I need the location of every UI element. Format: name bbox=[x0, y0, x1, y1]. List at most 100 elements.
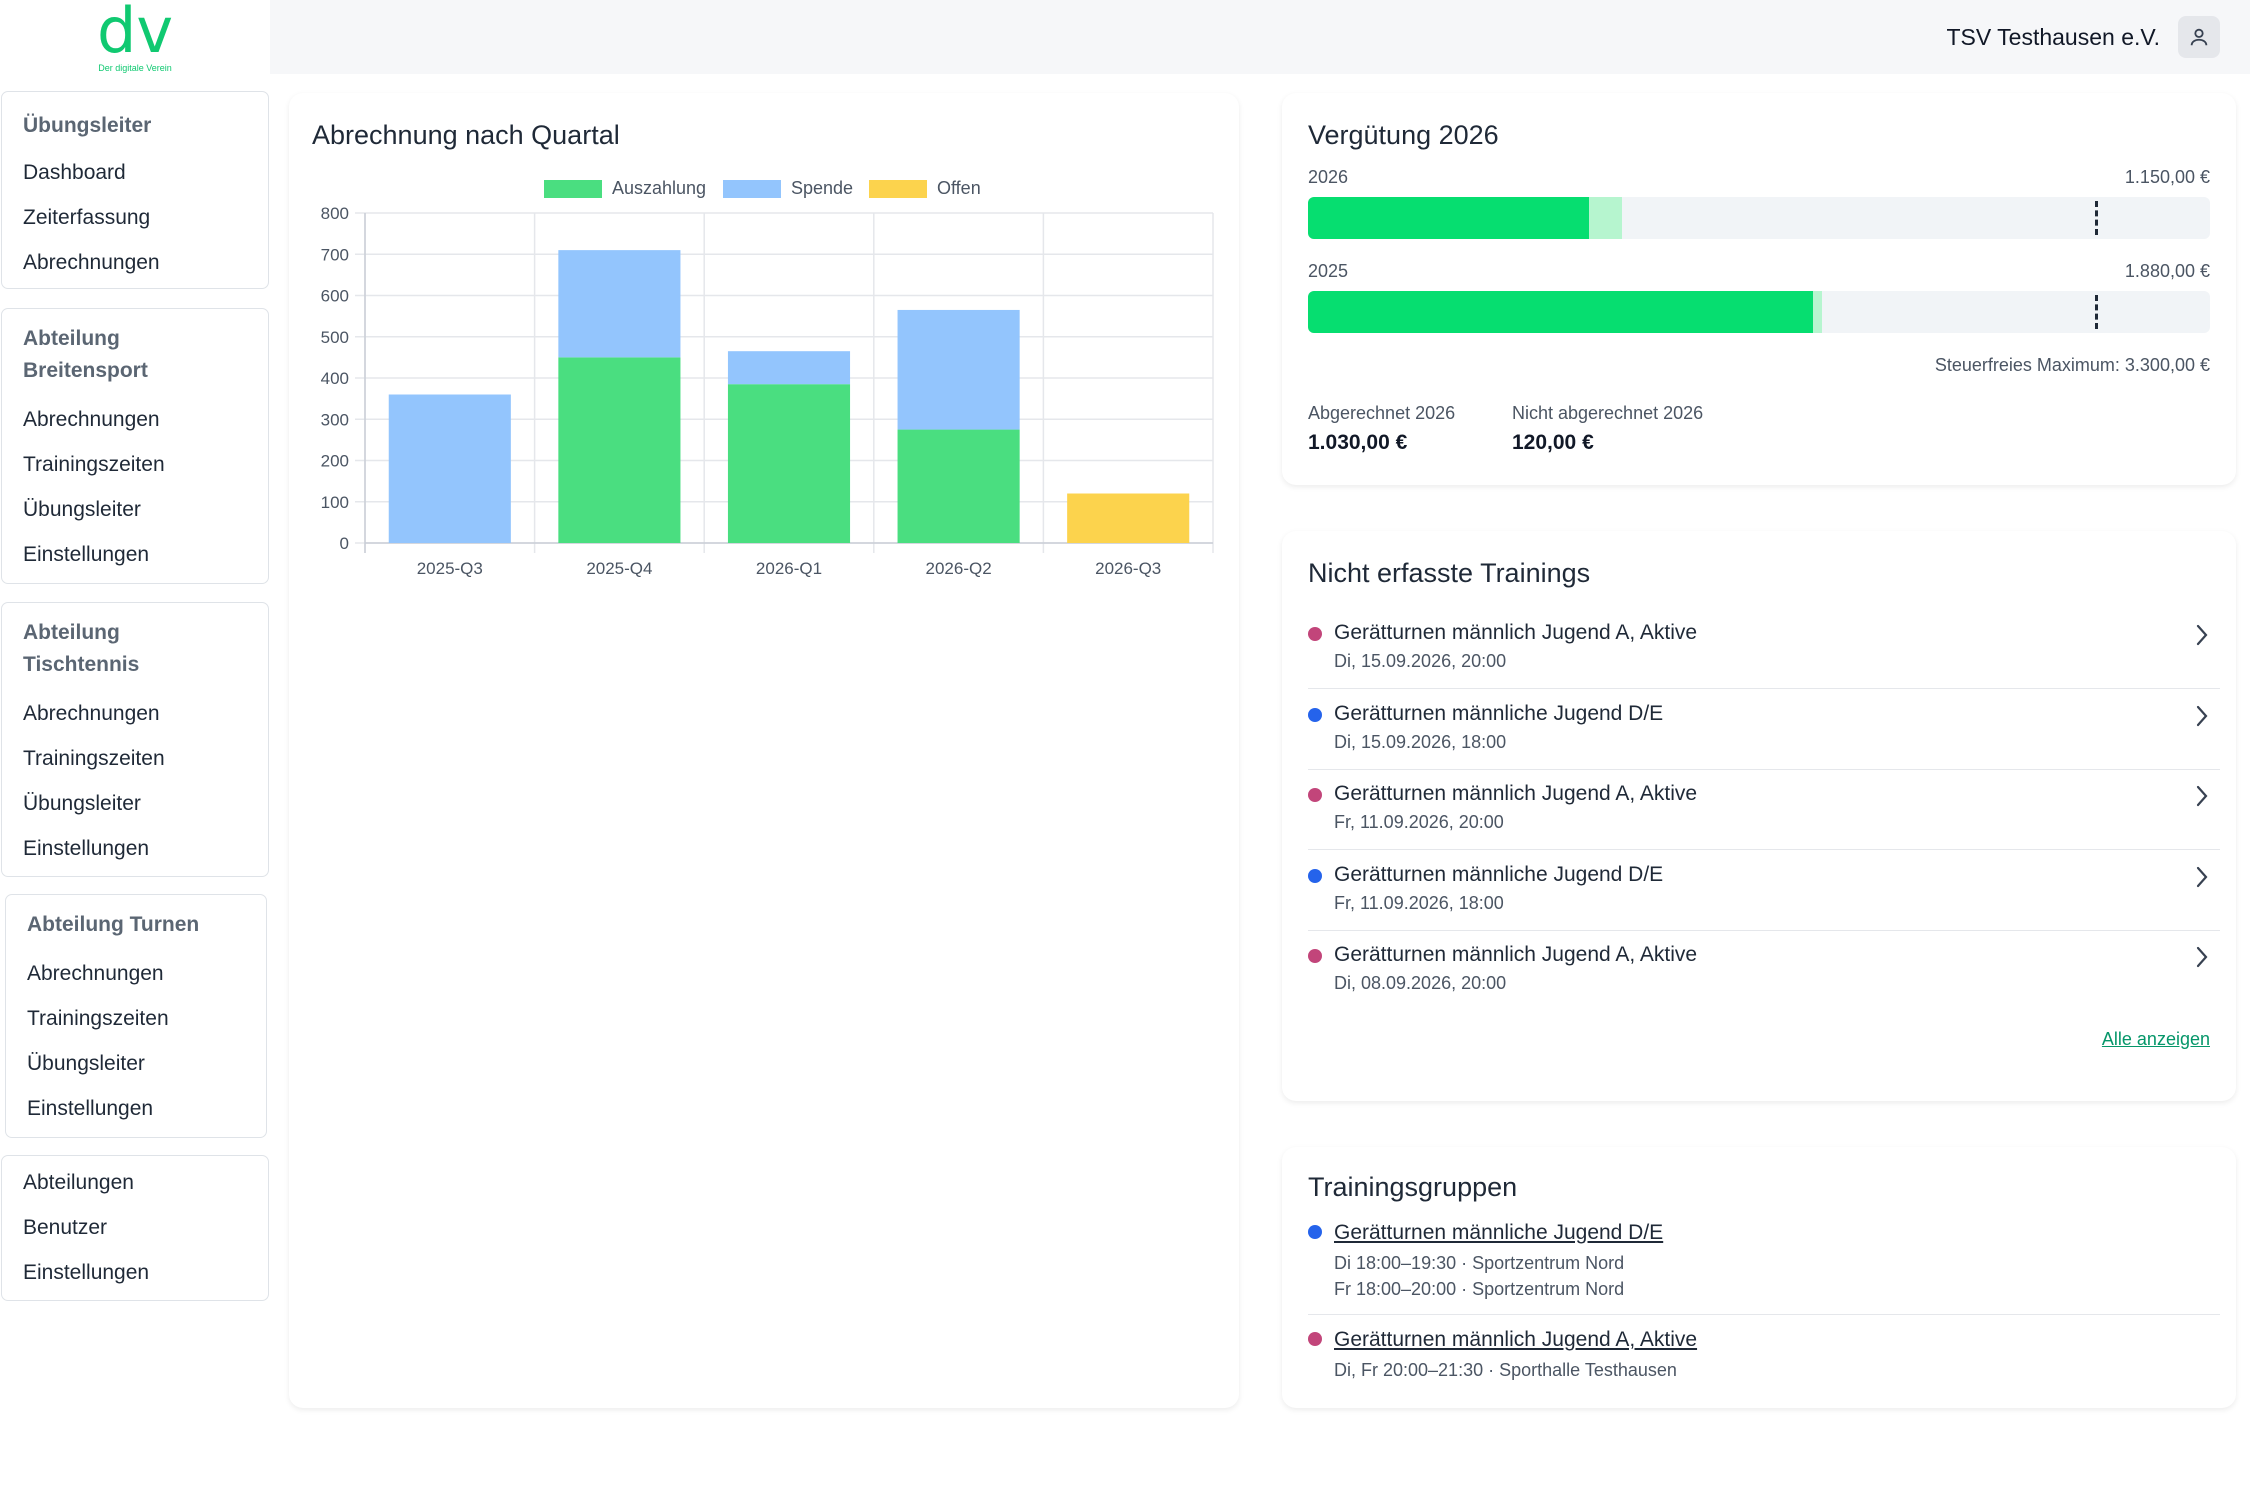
missing-training-item[interactable]: Gerätturnen männlich Jugend A, Aktive Di,… bbox=[1282, 933, 2236, 1013]
y-tick-label: 500 bbox=[321, 328, 349, 347]
legend-label: Spende bbox=[791, 178, 853, 198]
bar-year-label: 2026 bbox=[1308, 167, 1349, 187]
y-tick-label: 0 bbox=[340, 534, 349, 553]
sidebar-item-einstellungen[interactable]: Einstellungen bbox=[23, 543, 150, 566]
top-bar: TSV Testhausen e.V. bbox=[270, 0, 2250, 74]
sidebar-item-einstellungen[interactable]: Einstellungen bbox=[23, 1261, 150, 1284]
sidebar-item-zeiterfassung[interactable]: Zeiterfassung bbox=[23, 206, 151, 229]
y-tick-label: 800 bbox=[321, 204, 349, 223]
bar-fill-open bbox=[1589, 197, 1622, 239]
sidebar-item-abrechnungen[interactable]: Abrechnungen bbox=[27, 962, 164, 985]
user-icon bbox=[2190, 28, 2208, 46]
stat-value-nicht-abgerechnet: 120,00 € bbox=[1512, 431, 1594, 454]
y-tick-label: 600 bbox=[321, 287, 349, 306]
y-tick-label: 300 bbox=[321, 410, 349, 429]
missing-training-item[interactable]: Gerätturnen männlich Jugend A, Aktive Fr,… bbox=[1282, 772, 2236, 852]
training-time: Fr, 11.09.2026, 20:00 bbox=[1334, 812, 1504, 832]
training-groups-card: Trainingsgruppen Gerätturnen männliche J… bbox=[1282, 1147, 2236, 1408]
training-group-schedule: Fr 18:00–20:00 · Sportzentrum Nord bbox=[1334, 1279, 1625, 1299]
sidebar-item-abrechnungen[interactable]: Abrechnungen bbox=[23, 408, 160, 431]
divider bbox=[1308, 688, 2220, 689]
divider bbox=[1308, 1314, 2220, 1315]
sidebar-item-einstellungen[interactable]: Einstellungen bbox=[23, 837, 150, 860]
missing-training-item[interactable]: Gerätturnen männliche Jugend D/E Fr, 11.0… bbox=[1282, 853, 2236, 933]
training-time: Fr, 11.09.2026, 18:00 bbox=[1334, 892, 1504, 913]
legend-swatch bbox=[544, 180, 602, 198]
show-all-link[interactable]: Alle anzeigen bbox=[2101, 1029, 2210, 1049]
bar-fill-open bbox=[1813, 291, 1823, 333]
sidebar-item-uebungsleiter[interactable]: Übungsleiter bbox=[23, 792, 141, 815]
bar-year-label: 2025 bbox=[1308, 261, 1349, 281]
user-menu-button[interactable] bbox=[2178, 16, 2220, 58]
bar-segment bbox=[727, 384, 851, 543]
bar-amount: 1.150,00 € bbox=[2124, 167, 2210, 187]
legend-swatch bbox=[869, 180, 927, 198]
bar-fill-paid bbox=[1308, 291, 1814, 333]
training-group-link[interactable]: Gerätturnen männlich Jugend A, Aktive bbox=[1334, 1328, 1698, 1351]
missing-trainings-title: Nicht erfasste Trainings bbox=[1308, 558, 1591, 588]
chevron-right-icon bbox=[2196, 705, 2208, 726]
nav-group-turnen: Abteilung Turnen Abrechnungen Trainingsz… bbox=[5, 894, 267, 1138]
y-tick-label: 400 bbox=[321, 369, 349, 388]
progress-bar-2025 bbox=[1308, 291, 2210, 333]
logo-icon: dv bbox=[97, 0, 173, 62]
training-time: Di, 15.09.2026, 18:00 bbox=[1334, 731, 1507, 752]
nav-group-title: Übungsleiter bbox=[23, 114, 152, 137]
training-name: Gerätturnen männliche Jugend D/E bbox=[1334, 701, 1664, 725]
stat-value-abgerechnet: 1.030,00 € bbox=[1308, 431, 1408, 454]
nav-group-breitensport: Abteilung Breitensport Abrechnungen Trai… bbox=[1, 308, 269, 584]
group-color-dot bbox=[1308, 1225, 1322, 1239]
missing-training-item[interactable]: Gerätturnen männliche Jugend D/E Di, 15.0… bbox=[1282, 692, 2236, 772]
legend-label: Offen bbox=[937, 178, 981, 198]
sidebar-item-dashboard[interactable]: Dashboard bbox=[23, 161, 126, 184]
chevron-right-icon bbox=[2196, 785, 2208, 807]
training-name: Gerätturnen männlich Jugend A, Aktive bbox=[1334, 621, 1698, 644]
chevron-right-icon bbox=[2196, 946, 2208, 968]
sidebar-item-abrechnungen[interactable]: Abrechnungen bbox=[23, 702, 160, 725]
bar-segment bbox=[897, 309, 1020, 430]
x-tick-label: 2026-Q3 bbox=[1095, 559, 1161, 578]
bar-limit-marker bbox=[2094, 295, 2098, 329]
sidebar-item-abrechnungen[interactable]: Abrechnungen bbox=[23, 251, 160, 274]
sidebar-item-benutzer[interactable]: Benutzer bbox=[23, 1216, 108, 1239]
bar-segment bbox=[558, 250, 681, 358]
sidebar-item-uebungsleiter[interactable]: Übungsleiter bbox=[23, 498, 141, 521]
sidebar-item-einstellungen[interactable]: Einstellungen bbox=[27, 1097, 154, 1120]
legend-label: Auszahlung bbox=[612, 178, 706, 198]
verguetung-card: Vergütung 2026 2026 1.150,00 € 2025 1.88… bbox=[1282, 93, 2236, 485]
missing-trainings-card: Nicht erfasste Trainings Gerätturnen män… bbox=[1282, 531, 2236, 1101]
x-tick-label: 2026-Q1 bbox=[756, 559, 822, 578]
sidebar-item-uebungsleiter[interactable]: Übungsleiter bbox=[27, 1052, 145, 1075]
training-group-link[interactable]: Gerätturnen männliche Jugend D/E bbox=[1334, 1221, 1664, 1244]
sidebar-item-trainingszeiten[interactable]: Trainingszeiten bbox=[23, 453, 165, 476]
y-tick-label: 100 bbox=[321, 493, 349, 512]
logo[interactable]: dv Der digitale Verein bbox=[0, 0, 270, 80]
training-name: Gerätturnen männliche Jugend D/E bbox=[1334, 862, 1664, 886]
bar-segment bbox=[1067, 493, 1190, 543]
sidebar-item-trainingszeiten[interactable]: Trainingszeiten bbox=[27, 1007, 169, 1030]
training-name: Gerätturnen männlich Jugend A, Aktive bbox=[1334, 943, 1698, 966]
missing-training-item[interactable]: Gerätturnen männlich Jugend A, Aktive Di,… bbox=[1282, 611, 2236, 691]
group-color-dot bbox=[1308, 707, 1322, 722]
stat-label-abgerechnet: Abgerechnet 2026 bbox=[1308, 403, 1456, 423]
nav-group-title: Abteilung Turnen bbox=[27, 913, 200, 936]
training-group-schedule: Di 18:00–19:30 · Sportzentrum Nord bbox=[1334, 1253, 1625, 1273]
sidebar-item-abteilungen[interactable]: Abteilungen bbox=[23, 1171, 134, 1194]
chart-card: Abrechnung nach Quartal Auszahlung Spende… bbox=[289, 93, 1239, 1408]
nav-group-uebungsleiter: Übungsleiter Dashboard Zeiterfassung Abr… bbox=[1, 91, 269, 289]
chart-card-title: Abrechnung nach Quartal bbox=[312, 120, 620, 150]
divider bbox=[1308, 929, 2220, 931]
group-color-dot bbox=[1308, 1332, 1322, 1346]
bar-limit-marker bbox=[2094, 201, 2098, 235]
chevron-right-icon bbox=[2196, 624, 2208, 646]
training-group-schedule: Di, Fr 20:00–21:30 · Sporthalle Testhaus… bbox=[1334, 1360, 1677, 1380]
nav-group-admin: Abteilungen Benutzer Einstellungen bbox=[1, 1155, 269, 1301]
training-time: Di, 15.09.2026, 20:00 bbox=[1334, 651, 1507, 671]
logo-subtitle: Der digitale Verein bbox=[98, 63, 172, 73]
nav-group-tischtennis: Abteilung Tischtennis Abrechnungen Train… bbox=[1, 602, 269, 877]
group-color-dot bbox=[1308, 627, 1322, 641]
sidebar-item-trainingszeiten[interactable]: Trainingszeiten bbox=[23, 747, 165, 770]
group-color-dot bbox=[1308, 949, 1322, 963]
nav-group-title: Abteilung bbox=[23, 327, 120, 350]
x-tick-label: 2025-Q3 bbox=[417, 559, 483, 578]
